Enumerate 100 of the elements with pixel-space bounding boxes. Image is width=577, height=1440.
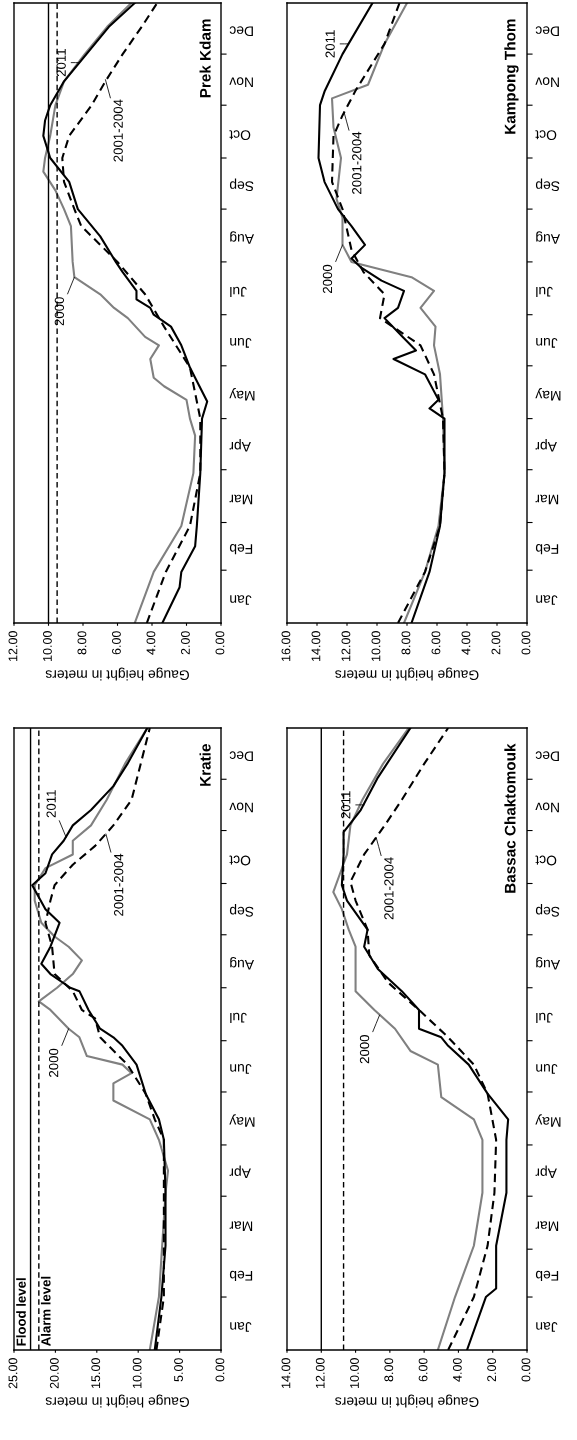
y-tick-label: Mar xyxy=(229,1221,253,1231)
x-tick-label: 15.00 xyxy=(91,1358,101,1388)
x-tick-label: 0.00 xyxy=(521,1358,531,1382)
annotation: 2011 xyxy=(341,791,351,819)
x-axis-title: Gauge height in meters xyxy=(335,1394,479,1408)
y-tick-label: Apr xyxy=(229,439,251,452)
annotation: 2000 xyxy=(54,297,65,326)
x-axis-title: Gauge height in meters xyxy=(335,667,479,681)
x-tick-label: 0.00 xyxy=(521,631,531,655)
x-tick-label: 12.00 xyxy=(341,631,351,661)
annotation: 2011 xyxy=(325,30,335,58)
y-tick-label: Jul xyxy=(230,1012,247,1023)
y-tick-label: Oct xyxy=(535,855,557,866)
x-axis-title: Gauge height in meters xyxy=(45,667,189,681)
y-tick-label: Nov xyxy=(535,802,559,813)
y-tick-label: Feb xyxy=(535,544,559,555)
y-tick-label: Jun xyxy=(536,1064,558,1074)
x-tick-label: 6.00 xyxy=(418,1358,428,1382)
annotation: 2000 xyxy=(359,1035,370,1064)
x-tick-label: 10.00 xyxy=(350,1358,359,1388)
y-tick-label: Nov xyxy=(229,802,253,813)
y-tick-label: Mar xyxy=(229,494,253,505)
x-tick-label: 5.00 xyxy=(174,1358,183,1382)
annotation: 2001-2004 xyxy=(113,99,123,162)
y-tick-label: Feb xyxy=(229,544,253,555)
x-tick-label: 12.00 xyxy=(8,631,18,661)
x-tick-label: 2.00 xyxy=(487,1358,497,1382)
annotation: 2001-2004 xyxy=(384,857,394,920)
y-tick-label: Jun xyxy=(536,337,558,348)
x-tick-label: 8.00 xyxy=(401,631,411,655)
y-tick-label: Apr xyxy=(229,1165,251,1178)
x-tick-label: 14.00 xyxy=(311,631,321,661)
y-tick-label: Sep xyxy=(535,178,560,192)
y-tick-label: Oct xyxy=(229,130,251,140)
y-tick-label: Aug xyxy=(230,957,255,970)
y-tick-label: Jul xyxy=(536,1012,553,1023)
x-tick-label: 16.00 xyxy=(281,631,291,661)
x-axis-title: Gauge height in meters xyxy=(45,1394,189,1408)
annotation: 2011 xyxy=(46,790,56,818)
x-tick-label: 20.00 xyxy=(49,1358,59,1389)
x-tick-label: 12.00 xyxy=(315,1358,325,1388)
x-tick-label: 25.00 xyxy=(8,1358,18,1389)
text: Bassac Chaktomouk xyxy=(504,743,516,893)
x-tick-label: 2.00 xyxy=(181,631,190,655)
y-tick-label: Dec xyxy=(535,26,559,36)
y-tick-label: Nov xyxy=(229,77,253,88)
y-tick-label: Dec xyxy=(229,751,253,762)
x-tick-label: 4.00 xyxy=(146,631,156,655)
y-tick-label: Jan xyxy=(230,1322,252,1332)
y-tick-label: Mar xyxy=(535,494,559,505)
x-tick-label: 6.00 xyxy=(112,631,121,655)
text: Prek Kdam xyxy=(199,19,211,98)
y-tick-label: Mar xyxy=(535,1221,559,1231)
ref-line-label: Alarm level xyxy=(40,1276,51,1346)
y-tick-label: Jun xyxy=(230,337,252,348)
x-tick-label: 14.00 xyxy=(281,1358,291,1388)
x-tick-label: 8.00 xyxy=(77,631,87,655)
y-tick-label: Dec xyxy=(229,26,253,36)
y-tick-label: Jan xyxy=(536,1322,558,1332)
annotation: 2000 xyxy=(48,1048,59,1077)
x-tick-label: 10.00 xyxy=(371,631,381,661)
y-tick-label: Oct xyxy=(535,130,557,140)
y-tick-label: Aug xyxy=(230,231,255,244)
y-tick-label: Jul xyxy=(536,286,553,298)
y-tick-label: Sep xyxy=(229,178,254,192)
y-tick-label: Aug xyxy=(536,957,561,970)
y-tick-label: Feb xyxy=(535,1270,559,1282)
y-tick-label: May xyxy=(229,388,255,401)
y-tick-label: Oct xyxy=(229,855,251,866)
y-tick-label: Nov xyxy=(535,77,559,88)
y-tick-label: Apr xyxy=(535,1165,557,1178)
text: Kampong Thom xyxy=(504,19,519,134)
x-tick-label: 0.00 xyxy=(215,631,225,655)
y-tick-label: Sep xyxy=(229,904,254,917)
y-tick-label: Apr xyxy=(535,439,557,452)
y-tick-label: Jun xyxy=(230,1064,252,1074)
annotation: 2001-2004 xyxy=(114,853,124,916)
x-tick-label: 0.00 xyxy=(215,1358,225,1382)
ref-line-label: Flood level xyxy=(16,1278,26,1346)
y-tick-label: May xyxy=(535,1114,561,1127)
y-tick-label: Jan xyxy=(230,595,252,605)
y-tick-label: Feb xyxy=(229,1270,253,1282)
x-tick-label: 6.00 xyxy=(431,631,441,655)
x-tick-label: 4.00 xyxy=(452,1358,462,1382)
text: Kratie xyxy=(199,744,211,786)
x-tick-label: 10.00 xyxy=(132,1358,142,1388)
annotation: 2000 xyxy=(322,264,333,293)
y-tick-label: May xyxy=(535,388,561,401)
annotation: 2011 xyxy=(56,49,66,77)
y-tick-label: Dec xyxy=(535,751,559,762)
x-tick-label: 8.00 xyxy=(384,1358,394,1382)
y-tick-label: May xyxy=(229,1114,255,1127)
annotation: 2001-2004 xyxy=(352,131,362,194)
x-tick-label: 2.00 xyxy=(491,631,501,655)
x-tick-label: 10.00 xyxy=(43,631,52,661)
x-tick-label: 4.00 xyxy=(461,631,471,655)
y-tick-label: Jan xyxy=(536,595,558,605)
y-tick-label: Jul xyxy=(230,286,247,298)
y-tick-label: Sep xyxy=(535,904,560,917)
y-tick-label: Aug xyxy=(536,231,561,244)
